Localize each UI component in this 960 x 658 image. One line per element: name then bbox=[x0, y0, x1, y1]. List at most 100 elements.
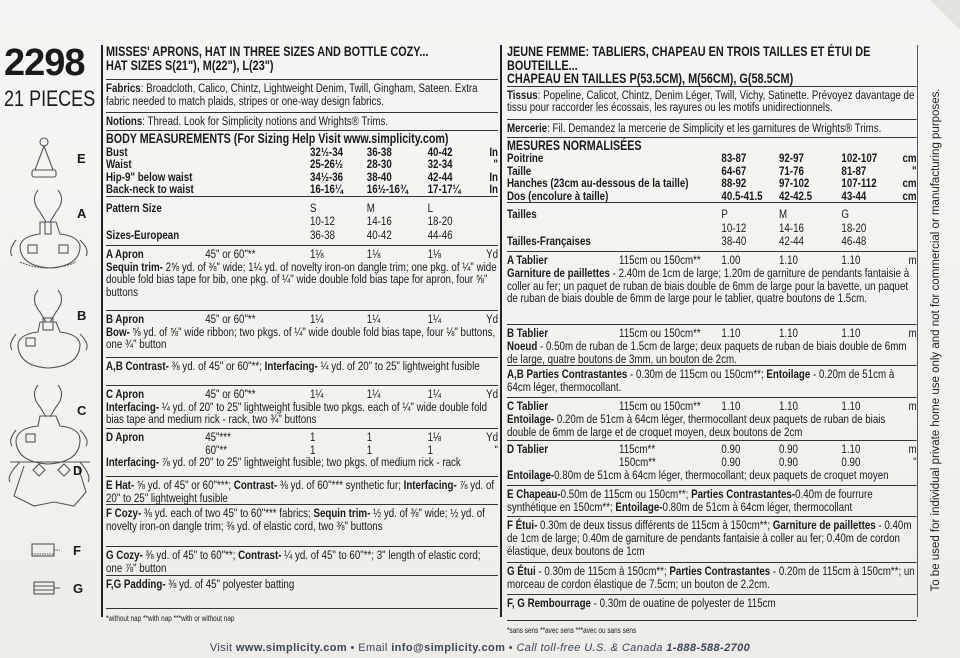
view-name: B Tablier bbox=[507, 326, 548, 341]
view-name: A Tablier bbox=[507, 253, 548, 268]
bold-label: Tissus bbox=[507, 87, 538, 102]
fabric-width: 150cm** bbox=[619, 455, 656, 470]
size-value: G bbox=[841, 207, 849, 222]
measurement-value: 40.5-41.5 bbox=[721, 188, 763, 203]
bold-label: G Cozy- bbox=[106, 548, 143, 563]
measurement-value: 97-102 bbox=[779, 176, 810, 191]
size-value: 18-20 bbox=[427, 214, 453, 229]
size-row: Pattern Size S M L bbox=[106, 200, 498, 216]
yardage-value: 1¼ bbox=[310, 386, 324, 401]
measurement-value: 28-30 bbox=[366, 157, 392, 172]
view-label-b: B bbox=[77, 308, 87, 323]
yardage-block: A,B Contrast- ⅜ yd. of 45" or 60"**; Int… bbox=[106, 360, 498, 386]
yardage-value: 0.90 bbox=[721, 455, 741, 470]
size-row: 10-12 14-16 18-20 bbox=[507, 220, 917, 236]
yardage-notes: A,B Contrast- ⅜ yd. of 45" or 60"**; Int… bbox=[106, 360, 498, 373]
yardage-value: 1⅛ bbox=[427, 246, 442, 261]
yardage-value: 1¼ bbox=[427, 311, 442, 326]
yardage-block: A Tablier 115cm ou 150cm** 1.00 1.10 1.10 m Ga… bbox=[507, 254, 917, 326]
yardage-block: B Apron 45" or 60"** 1¼ 1¼ 1¼ Yd Bow- ⅝ yd. of… bbox=[106, 313, 498, 358]
fabric-width: 115cm ou 150cm** bbox=[619, 326, 701, 341]
unit: " bbox=[911, 163, 917, 178]
bold-label: Entoilage- bbox=[507, 412, 555, 427]
bold-label: Sequin trim- bbox=[313, 506, 371, 521]
measurement-value: 43-44 bbox=[841, 188, 867, 203]
bold-label: Notions bbox=[106, 114, 143, 128]
bold-label: F,G Padding- bbox=[106, 577, 166, 592]
unit: cm bbox=[902, 188, 917, 203]
yardage-notes: Sequin trim- 2⅝ yd. of ⅜" wide; 1¼ yd. o… bbox=[106, 260, 498, 299]
bold-label: E Chapeau- bbox=[507, 487, 561, 502]
yardage-notes: F,G Padding- ⅜ yd. of 45" polyester batt… bbox=[106, 578, 498, 591]
unit: Yd bbox=[486, 246, 498, 261]
notions-block: Notions: Thread. Look for Simplicity not… bbox=[106, 115, 498, 131]
size-row: Tailles P M G bbox=[507, 208, 917, 222]
yardage-block: G Étui - 0.30m de 115cm à 150cm**; Parti… bbox=[507, 565, 917, 596]
view-label-a: A bbox=[77, 206, 87, 221]
text: - 0.30m de 115cm ou 150cm**; bbox=[627, 367, 767, 382]
size-label: Tailles-Françaises bbox=[507, 234, 591, 249]
size-row: Tailles-Françaises 38-40 42-44 46-48 bbox=[507, 235, 917, 249]
yardage-notes: Entoilage-0.80m de 51cm à 64cm léger, th… bbox=[507, 468, 917, 482]
yardage-value: 1 bbox=[310, 429, 316, 444]
view-name: B Apron bbox=[106, 311, 145, 326]
measurement-value: 102-107 bbox=[841, 151, 878, 166]
text: - 0.50m de ruban de 1.5cm de large; deux… bbox=[507, 339, 907, 366]
yardage-block: B Tablier 115cm ou 150cm** 1.10 1.10 1.10 m No… bbox=[507, 327, 917, 367]
measurement-value: 88-92 bbox=[721, 176, 747, 191]
bold-label: Contrast- bbox=[233, 477, 278, 492]
fabric-width: 60"** bbox=[205, 442, 228, 457]
yardage-value: 1.10 bbox=[721, 399, 741, 414]
phone-number: 1-888-588-2700 bbox=[666, 642, 751, 654]
text: ¼ yd. of 20" to 25" lightweight fusible … bbox=[106, 399, 488, 427]
yardage-row: A Apron 45" or 60"** 1⅛ 1⅛ 1⅛ Yd bbox=[106, 248, 498, 261]
yardage-value: 1¼ bbox=[366, 386, 381, 401]
yardage-notes: G Cozy- ⅜ yd. of 45" to 60"**; Contrast-… bbox=[106, 549, 498, 574]
sizes-block: Pattern Size S M L 10-12 14-16 18-20 Sizes-Euro… bbox=[106, 199, 498, 246]
size-value: 38-40 bbox=[721, 234, 747, 249]
text: ⅝ yd. of ⅝" wide ribbon; two pkgs. of ¼"… bbox=[106, 324, 496, 352]
unit: Yd bbox=[486, 311, 498, 326]
bold-label: Contrast- bbox=[238, 548, 282, 563]
yardage-value: 1¼ bbox=[427, 386, 442, 401]
view-name: A Apron bbox=[106, 246, 144, 261]
yardage-value: 1.10 bbox=[841, 399, 861, 414]
size-value: M bbox=[779, 207, 788, 222]
unit: m bbox=[908, 326, 917, 341]
fabric-width: 45" or 60"** bbox=[205, 386, 256, 401]
email-link[interactable]: info@simplicity.com bbox=[391, 642, 506, 654]
view-label-e: E bbox=[77, 151, 86, 166]
view-name: D Tablier bbox=[507, 442, 548, 457]
measurement-value: 17-17¼ bbox=[427, 182, 461, 197]
yardage-row: A Tablier 115cm ou 150cm** 1.00 1.10 1.10 m bbox=[507, 254, 917, 267]
measurement-label: Taille bbox=[507, 163, 532, 178]
yardage-row: B Tablier 115cm ou 150cm** 1.10 1.10 1.10 m bbox=[507, 327, 917, 340]
text: ⅞ yd. of 20" to 25" lightweight fusible bbox=[106, 477, 495, 505]
size-value: L bbox=[427, 200, 434, 215]
measurement-value: 83-87 bbox=[721, 151, 747, 166]
yardage-row: 150cm** 0.90 0.90 0.90 " bbox=[507, 456, 917, 469]
measurement-value: 40-42 bbox=[427, 144, 453, 159]
yardage-value: 1 bbox=[310, 442, 316, 457]
bold-label: F Cozy- bbox=[106, 506, 142, 521]
size-value: 10-12 bbox=[721, 220, 747, 235]
yardage-notes: Entoilage- 0.20m de 51cm à 64cm léger, t… bbox=[507, 413, 917, 438]
yardage-block: F, G Rembourrage - 0.30m de ouatine de p… bbox=[507, 597, 917, 622]
left-divider bbox=[101, 45, 103, 617]
measurement-value: 38-40 bbox=[366, 169, 392, 184]
yardage-value: 1.10 bbox=[841, 442, 861, 457]
text: : Thread. Look for Simplicity notions an… bbox=[142, 114, 389, 128]
text: 0.30m de deux tissus différents de 115cm… bbox=[537, 518, 773, 533]
view-label-g: G bbox=[73, 581, 84, 596]
bold-label: Parties Contrastantes- bbox=[691, 487, 796, 502]
yardage-notes: F Cozy- ⅜ yd. each of two 45" to 60"*** … bbox=[106, 507, 498, 532]
title-line: HAT SIZES S(21"), M(22"), L(23") bbox=[106, 57, 274, 73]
yardage-value: 0.90 bbox=[779, 442, 798, 457]
yardage-block: F Étui- 0.30m de deux tissus différents … bbox=[507, 518, 917, 564]
view-label-f: F bbox=[73, 543, 81, 558]
yardage-notes: Bow- ⅝ yd. of ⅝" wide ribbon; two pkgs. … bbox=[106, 324, 498, 352]
unit: m bbox=[908, 399, 917, 414]
website-link[interactable]: www.simplicity.com bbox=[235, 642, 348, 654]
size-value: 40-42 bbox=[366, 227, 392, 242]
bold-label: F Étui- bbox=[507, 518, 538, 533]
